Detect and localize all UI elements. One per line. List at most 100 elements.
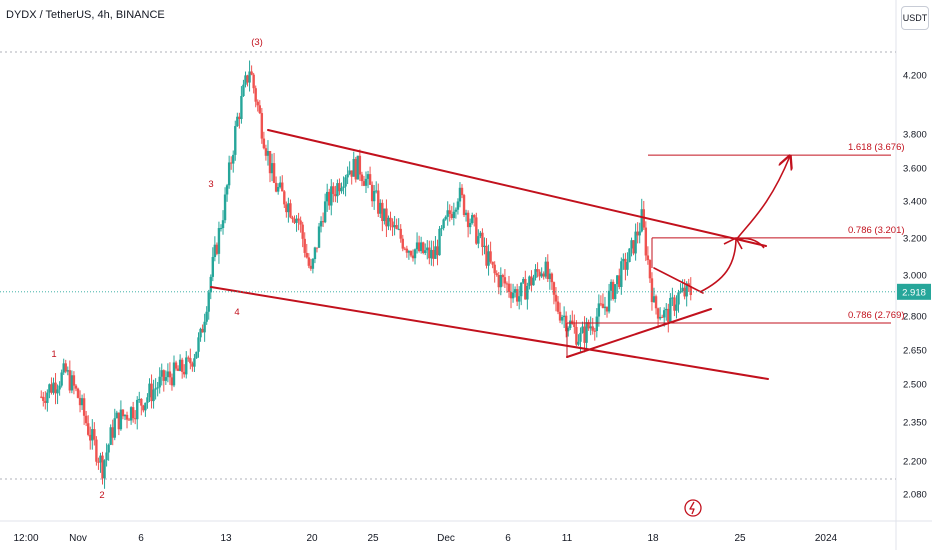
candle-body [242,84,245,97]
currency-button[interactable]: USDT [901,6,929,30]
candle-body [109,427,112,445]
candle-body [42,396,45,401]
candle-body [240,96,243,120]
candle-body [305,252,308,258]
candle-body [328,191,331,206]
time-tick-label: 25 [734,533,746,544]
lightning-icon[interactable] [684,499,702,517]
candle-body [160,370,163,377]
wave-label-wave3_top: (3) [251,37,263,48]
candle-body [562,315,566,317]
candle-body [589,326,592,329]
candle-body [311,259,315,269]
candle-body [377,190,380,214]
candle-body [593,330,596,332]
candle-body [330,186,333,206]
candle-body [567,327,570,332]
candle-body [640,209,643,232]
candle-body [430,249,433,259]
candle-body [409,250,413,256]
candle-body [340,187,343,192]
candle-body [195,351,198,359]
candle-body [285,204,288,213]
candle-body [227,162,231,186]
drawings-layer [210,129,891,380]
candle-body [415,242,419,250]
candle-body [669,297,672,323]
time-tick-label: 6 [138,533,144,544]
projection-path-part-1[interactable] [699,237,765,293]
candle-body [403,248,407,250]
candle-body [199,328,202,338]
candle-body [466,212,470,228]
candle-body [319,221,323,227]
candle-body [385,208,388,227]
candle-body [307,257,311,266]
candle-body [654,296,658,309]
candle-body [56,389,59,394]
candle-body [146,397,149,403]
candle-body [609,281,613,291]
price-tick-label: 2.200 [903,457,927,468]
candle-body [446,210,449,217]
candle-body [624,258,627,270]
candle-body [671,297,674,299]
candle-body [483,245,486,248]
candle-body [603,306,607,309]
candle-body [123,414,127,417]
candle-body [460,187,464,196]
candle-body [620,261,623,287]
channel-lower-line[interactable] [210,286,769,380]
candle-body [205,311,208,322]
projection-arrow-up[interactable] [735,156,790,241]
candle-body [611,281,615,299]
candle-body [191,363,194,367]
candle-body [685,283,688,297]
candle-body [323,201,327,223]
pennant-upper-line[interactable] [653,267,704,294]
candle-body [158,376,161,388]
candle-body [262,138,266,149]
candle-body [513,289,517,293]
candle-body [462,195,466,216]
candle-body [638,231,641,236]
candle-body [209,276,212,293]
candle-body [673,297,676,311]
candle-body [127,419,131,421]
candle-body [264,148,268,156]
candle-body [303,238,306,253]
candle-body [424,250,427,254]
channel-upper-line[interactable] [267,129,767,247]
candle-body [133,418,137,420]
candle-body [646,255,650,261]
candle-body [426,247,429,251]
candle-body [681,287,684,292]
candles-layer [40,60,692,489]
candle-body [569,320,572,328]
price-tick-label: 3.800 [903,130,927,141]
candle-body [234,126,237,155]
candle-body [544,261,547,277]
candle-body [99,455,102,463]
candle-body [477,236,480,244]
candle-body [656,308,660,319]
candle-body [344,177,347,187]
candle-body [58,385,61,390]
candle-body [197,337,200,352]
candle-body [40,396,43,398]
candle-body [522,278,525,283]
candle-body [129,407,133,421]
candle-body [379,202,382,214]
candle-body [148,383,151,398]
candle-body [381,202,384,222]
support-trendline[interactable] [566,308,712,358]
candle-body [46,392,49,403]
candle-body [176,368,180,371]
projection-arrow-mid[interactable] [723,236,743,250]
candle-body [438,228,441,256]
candle-body [616,275,619,285]
candle-body [74,385,78,389]
candle-body [464,212,468,216]
